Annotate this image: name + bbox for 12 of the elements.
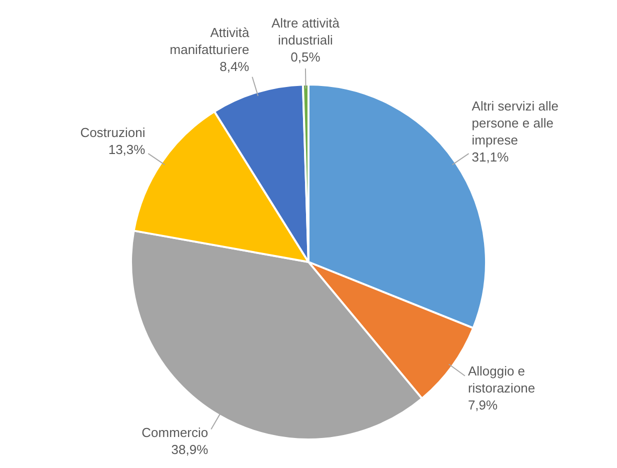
slice-label: Commercio: [142, 424, 208, 440]
data-label: 7,9%: [468, 397, 498, 412]
data-label: 0,5%: [290, 50, 321, 65]
slice-label: Attività manifatturiere: [170, 25, 250, 58]
slice-label: Altre attività industriali: [272, 16, 340, 48]
slice-label: Alloggio e ristorazione: [468, 363, 536, 396]
data-label: 8,4%: [220, 59, 250, 74]
slice-label: Costruzioni: [80, 125, 146, 140]
data-label: 38,9%: [171, 442, 209, 457]
data-label: 13,3%: [108, 142, 146, 158]
slice-label: Altri servizi alle persone e alle imprese: [472, 98, 558, 148]
data-label: 31,1%: [472, 150, 510, 165]
